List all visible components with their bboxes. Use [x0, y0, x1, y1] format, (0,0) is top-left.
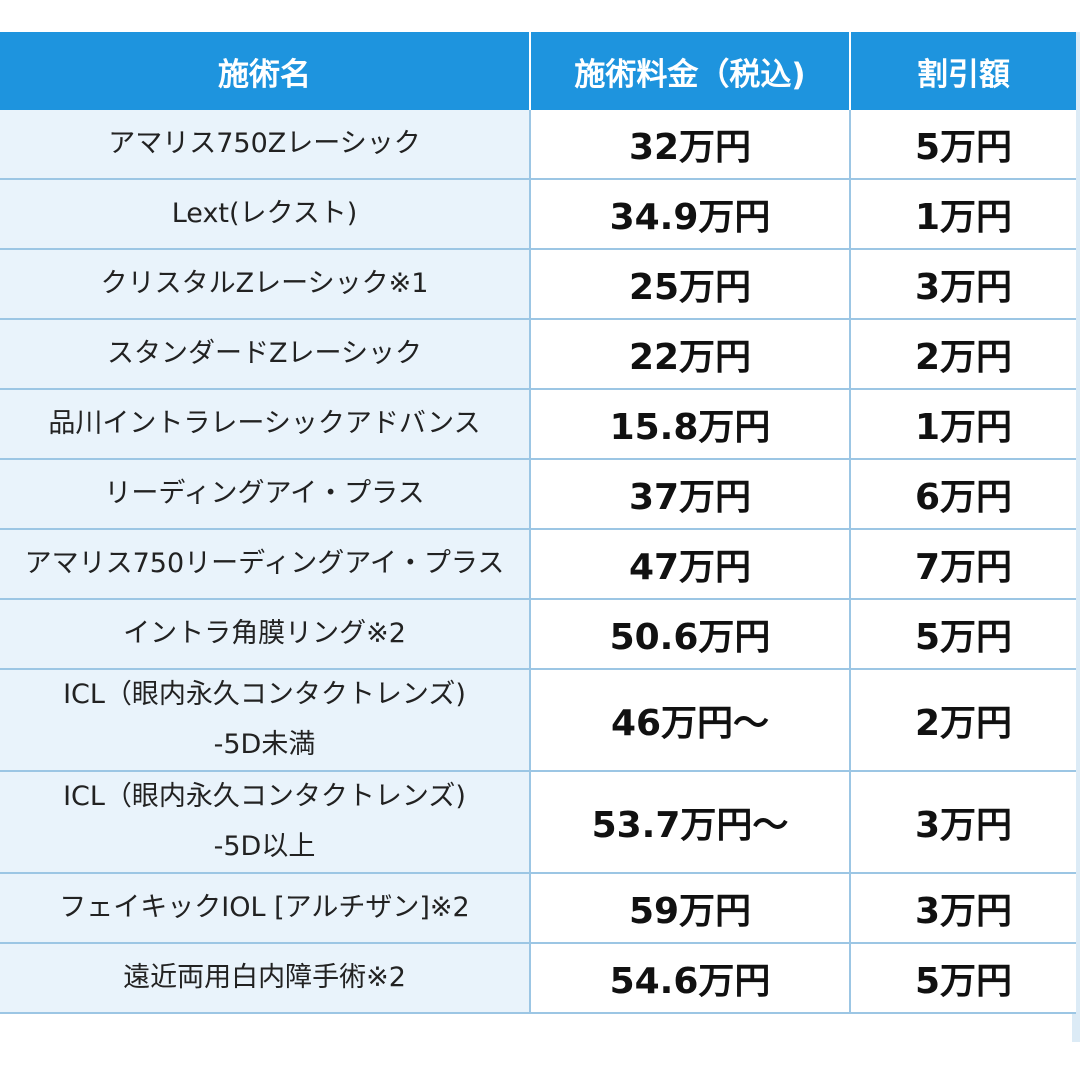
- table-row: スタンダードZレーシック 22万円 2万円: [0, 319, 1076, 390]
- procedure-name: アマリス750Zレーシック: [0, 110, 531, 180]
- discount-amount: 2万円: [850, 319, 1076, 390]
- procedure-condition: -5D未満: [213, 729, 316, 760]
- discount-amount: 7万円: [850, 529, 1076, 600]
- discount-amount: 2万円: [850, 669, 1076, 772]
- discount-amount: 3万円: [850, 249, 1076, 320]
- procedure-condition: -5D以上: [213, 831, 316, 862]
- discount-amount: 3万円: [850, 873, 1076, 944]
- procedure-name: ICL（眼内永久コンタクトレンズ): [63, 679, 466, 710]
- procedure-name-cell: ICL（眼内永久コンタクトレンズ) -5D未満: [0, 669, 531, 772]
- procedure-name-cell: ICL（眼内永久コンタクトレンズ) -5D以上: [0, 771, 531, 874]
- procedure-name: リーディングアイ・プラス: [0, 459, 531, 530]
- table-row: アマリス750リーディングアイ・プラス 47万円 7万円: [0, 529, 1076, 600]
- procedure-name: 遠近両用白内障手術※2: [0, 943, 531, 1014]
- table-row: フェイキックIOL [アルチザン]※2 59万円 3万円: [0, 873, 1076, 944]
- procedure-price: 59万円: [530, 873, 851, 944]
- table-header-row: 施術名 施術料金（税込) 割引額: [0, 32, 1076, 110]
- price-table: 施術名 施術料金（税込) 割引額 アマリス750Zレーシック 32万円 5万円 …: [0, 32, 1076, 1014]
- procedure-price: 32万円: [530, 110, 851, 180]
- header-procedure-price: 施術料金（税込): [530, 32, 851, 110]
- header-discount: 割引額: [850, 32, 1076, 110]
- procedure-price: 37万円: [530, 459, 851, 530]
- procedure-name: クリスタルZレーシック※1: [0, 249, 531, 320]
- procedure-price: 50.6万円: [530, 599, 851, 670]
- procedure-name: アマリス750リーディングアイ・プラス: [0, 529, 531, 600]
- procedure-name: フェイキックIOL [アルチザン]※2: [0, 873, 531, 944]
- right-edge-strip: [1072, 32, 1080, 1042]
- procedure-price: 47万円: [530, 529, 851, 600]
- table-row: イントラ角膜リング※2 50.6万円 5万円: [0, 599, 1076, 670]
- header-procedure-name: 施術名: [0, 32, 531, 110]
- procedure-price: 46万円〜: [530, 669, 851, 772]
- procedure-price: 25万円: [530, 249, 851, 320]
- table-row: Lext(レクスト) 34.9万円 1万円: [0, 179, 1076, 250]
- table-row: リーディングアイ・プラス 37万円 6万円: [0, 459, 1076, 530]
- discount-amount: 3万円: [850, 771, 1076, 874]
- table-row: ICL（眼内永久コンタクトレンズ) -5D未満 46万円〜 2万円: [0, 669, 1076, 772]
- procedure-name: イントラ角膜リング※2: [0, 599, 531, 670]
- procedure-name: Lext(レクスト): [0, 179, 531, 250]
- table-row: 品川イントラレーシックアドバンス 15.8万円 1万円: [0, 389, 1076, 460]
- procedure-price: 54.6万円: [530, 943, 851, 1014]
- discount-amount: 5万円: [850, 599, 1076, 670]
- procedure-price: 53.7万円〜: [530, 771, 851, 874]
- discount-amount: 1万円: [850, 389, 1076, 460]
- discount-amount: 5万円: [850, 110, 1076, 180]
- table-row: 遠近両用白内障手術※2 54.6万円 5万円: [0, 943, 1076, 1014]
- table-row: クリスタルZレーシック※1 25万円 3万円: [0, 249, 1076, 320]
- procedure-price: 22万円: [530, 319, 851, 390]
- procedure-price: 15.8万円: [530, 389, 851, 460]
- discount-amount: 6万円: [850, 459, 1076, 530]
- discount-amount: 1万円: [850, 179, 1076, 250]
- procedure-name: スタンダードZレーシック: [0, 319, 531, 390]
- procedure-name: 品川イントラレーシックアドバンス: [0, 389, 531, 460]
- procedure-price: 34.9万円: [530, 179, 851, 250]
- table-row: ICL（眼内永久コンタクトレンズ) -5D以上 53.7万円〜 3万円: [0, 771, 1076, 874]
- procedure-name: ICL（眼内永久コンタクトレンズ): [63, 781, 466, 812]
- table-row: アマリス750Zレーシック 32万円 5万円: [0, 110, 1076, 180]
- discount-amount: 5万円: [850, 943, 1076, 1014]
